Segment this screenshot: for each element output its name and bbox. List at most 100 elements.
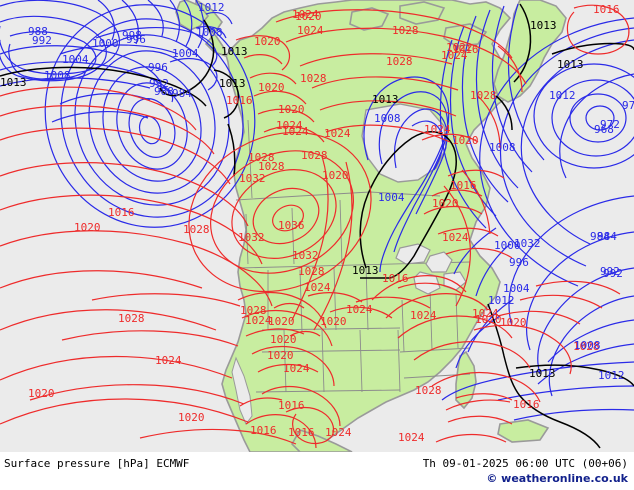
isobar-label: 1004	[172, 47, 199, 60]
isobar-label: 1013	[221, 45, 248, 58]
isobar-label: 992	[600, 265, 620, 278]
isobar-label: 1020	[270, 333, 297, 346]
isobar-label: 984	[597, 230, 617, 243]
isobar-label: 1024	[324, 127, 351, 140]
isobar-label: 984	[172, 87, 192, 100]
isobar-label: 972	[600, 118, 620, 131]
isobar-label: 1008	[374, 112, 401, 125]
arctic-islands-a	[349, 7, 390, 31]
isobar-label: 1024	[346, 303, 373, 316]
isobar-label: 1020	[267, 349, 294, 362]
isobar-label: 1022	[446, 41, 473, 54]
isobar-label: 1013	[529, 367, 556, 380]
isobar-label: 992	[603, 267, 623, 280]
isobar-label: 1032	[239, 172, 266, 185]
isobar-label: 1024	[325, 426, 352, 439]
isobar-label: 1020	[320, 315, 347, 328]
isobar-label: 1024	[410, 309, 437, 322]
isobar-label: 992	[149, 77, 169, 90]
isobar-label: 1016	[288, 426, 315, 439]
isobar-label: 976	[622, 99, 634, 112]
isobar-label: 1013	[352, 264, 379, 277]
north-america-landmass	[195, 0, 521, 452]
isobar-label: 1024	[283, 362, 310, 375]
isobar-label: 1028	[573, 340, 600, 353]
isobar-label: 1032	[292, 249, 319, 262]
isobar-label: 1020	[178, 411, 205, 424]
isobar-label: 1004	[378, 191, 405, 204]
isobar-label: 1024	[297, 24, 324, 37]
isobar-label: 1032	[238, 231, 265, 244]
isobar-label: 1008	[44, 69, 71, 82]
isobar-label: 1024	[304, 281, 331, 294]
isobar-label: 1020	[432, 197, 459, 210]
isobar-label: 984	[590, 230, 610, 243]
isobar-label: 1024	[292, 8, 319, 21]
isobar-label: 1016	[250, 424, 277, 437]
isobar-label: 1020	[268, 315, 295, 328]
isobar-label: 1020	[74, 221, 101, 234]
isobar-label: 1020	[322, 169, 349, 182]
isobar-label: 1028	[300, 72, 327, 85]
isobar-label: 992	[32, 34, 52, 47]
isobar-label: 1020	[28, 387, 55, 400]
isobar-label: 1016	[593, 3, 620, 16]
surface-pressure-map: 988 992 996 1000 1004 1008 1013 998 996 992 988 984…	[0, 0, 634, 452]
isobar-label: 1020	[254, 35, 281, 48]
isobar-label: 1024	[472, 307, 499, 320]
isobar-label: 1028	[240, 304, 267, 317]
isobar-label: 1028	[392, 24, 419, 37]
isobar-label: 1016	[452, 43, 479, 56]
isobar-label: 1028	[118, 312, 145, 325]
isobar-label: 1028	[298, 265, 325, 278]
isobar-label: 1004	[503, 282, 530, 295]
footer-credit: © weatheronline.co.uk	[486, 472, 628, 485]
isobar-label: 1020	[278, 103, 305, 116]
isobar-label: 1008	[196, 26, 223, 39]
isobar-label: 1024	[155, 354, 182, 367]
great-lakes	[395, 243, 467, 295]
isobar-label: 1024	[282, 125, 309, 138]
isobar-label: 1013	[219, 77, 246, 90]
isobar-label: 1012	[598, 369, 625, 382]
isobars-low-pressure	[0, 0, 634, 421]
caribbean-islands	[497, 419, 550, 443]
isobar-label: 1024	[424, 123, 451, 136]
isobar-label: 1012	[549, 89, 576, 102]
map-footer: Surface pressure [hPa] ECMWF Th 09-01-20…	[0, 452, 634, 490]
isobar-label: 1024	[245, 314, 272, 327]
isobar-label: 1028	[415, 384, 442, 397]
isobar-label: 1028	[386, 55, 413, 68]
isobar-label: 988	[28, 25, 48, 38]
isobar-label: 998	[122, 29, 142, 42]
isobar-label: 1028	[183, 223, 210, 236]
isobar-label: 1008	[574, 339, 601, 352]
isobar-label: 996	[148, 61, 168, 74]
isobar-label: 1000	[92, 37, 119, 50]
isobar-label: 1016	[450, 179, 477, 192]
isobar-label: 1004	[62, 53, 89, 66]
isobars-high-pressure	[0, 4, 630, 449]
arctic-islands-b	[399, 1, 446, 25]
isobar-label: 1016	[513, 398, 540, 411]
isobar-label: 1013	[372, 93, 399, 106]
isobar-label: 1028	[258, 160, 285, 173]
isobar-label: 968	[594, 123, 614, 136]
isobar-label: 1020	[475, 313, 502, 326]
isobar-label: 1028	[248, 151, 275, 164]
isobar-label: 1016	[278, 399, 305, 412]
footer-title: Surface pressure [hPa] ECMWF	[4, 457, 190, 470]
isobars-1013	[0, 3, 634, 449]
isobar-label: 1020	[452, 134, 479, 147]
isobar-label: 1020	[295, 10, 322, 23]
isobar-label: 1012	[488, 294, 515, 307]
isobar-label: 996	[509, 256, 529, 269]
central-america	[291, 429, 353, 452]
isobar-label: 1032	[514, 237, 541, 250]
isobar-label: 1016	[382, 272, 409, 285]
isobar-label: 1012	[198, 1, 225, 14]
arctic-islands-c	[443, 23, 488, 47]
isobar-label: 1036	[278, 219, 305, 232]
isobar-label: 1028	[470, 89, 497, 102]
